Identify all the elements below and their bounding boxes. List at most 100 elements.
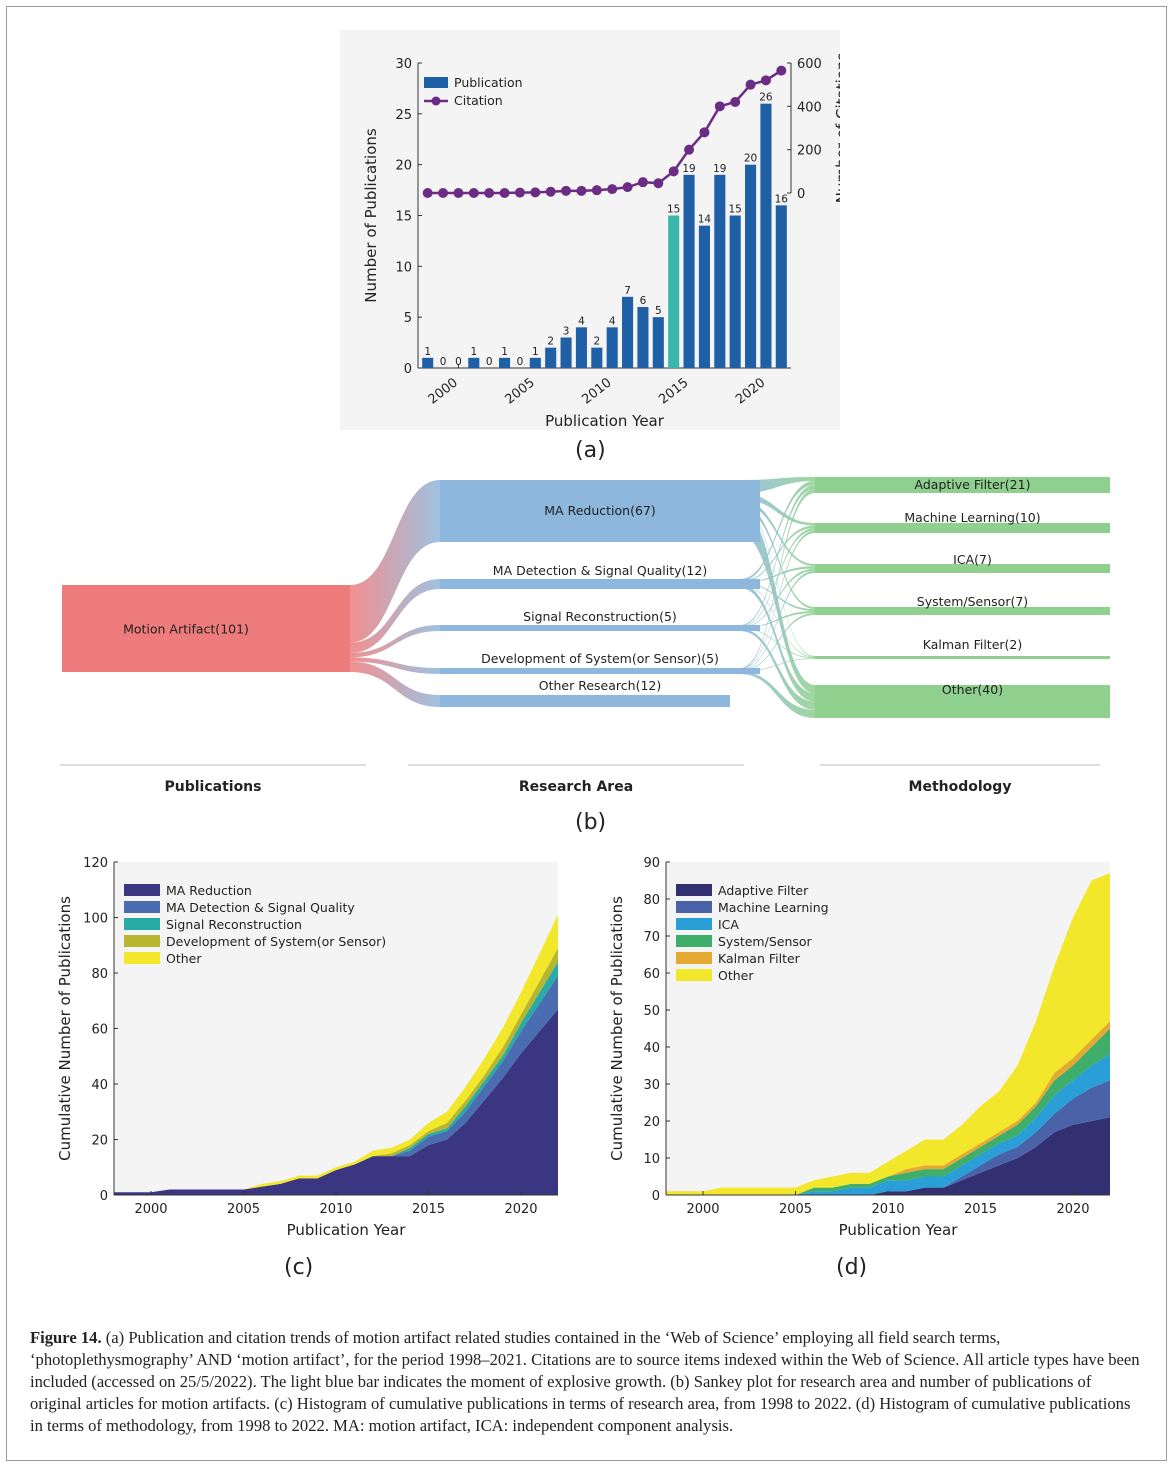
bar (760, 103, 772, 369)
sankey-flow-area-method (740, 525, 815, 583)
legend-swatch (676, 884, 712, 896)
figure-caption: Figure 14. (a) Publication and citation … (30, 1327, 1140, 1437)
x-tick-label: 2020 (504, 1202, 537, 1217)
citation-point (699, 127, 710, 138)
bar-value-label: 19 (682, 163, 695, 175)
legend-label-citation: Citation (454, 93, 503, 108)
sankey-node-label: Adaptive Filter(21) (915, 477, 1031, 492)
legend-label: Signal Reconstruction (166, 917, 302, 932)
bar (545, 347, 557, 368)
bar-value-label: 4 (578, 315, 585, 327)
sankey-node-label: Machine Learning(10) (904, 510, 1040, 525)
y-tick-label: 20 (91, 1134, 108, 1149)
sankey-flow-area-method (740, 530, 815, 670)
sankey-flow-area-method (740, 628, 815, 659)
y-tick-label: 20 (643, 1115, 660, 1130)
y-tick-label: 0 (652, 1189, 660, 1204)
sankey-node-label: MA Reduction(67) (544, 503, 655, 518)
citation-point (530, 187, 541, 198)
bar (622, 296, 634, 368)
citation-point (653, 178, 664, 189)
figure-frame (6, 6, 1167, 1461)
citation-point (545, 186, 556, 197)
bar (606, 327, 618, 368)
y-tick-label: 30 (395, 57, 412, 72)
bar-value-label: 1 (532, 346, 539, 358)
bar (652, 317, 664, 368)
y-tick-label: 30 (643, 1078, 660, 1093)
bar (775, 205, 787, 368)
bar (729, 215, 741, 368)
citation-point (637, 177, 648, 188)
caption-text: (a) Publication and citation trends of m… (30, 1328, 1140, 1435)
bar-value-label: 1 (470, 346, 477, 358)
y-axis-title: Cumulative Number of Publications (56, 896, 74, 1161)
legend-swatch-publication (424, 77, 448, 88)
sankey-node-method (815, 477, 1110, 493)
y2-tick-label: 400 (797, 100, 822, 115)
bar-value-label: 20 (744, 153, 757, 165)
citation-point (607, 184, 618, 195)
bar-value-label: 1 (501, 346, 508, 358)
panel-label-d: (d) (836, 1255, 868, 1280)
sankey-flow-area-method (740, 481, 815, 582)
legend-swatch (676, 952, 712, 964)
sankey-flow-area-method (740, 613, 815, 672)
legend-swatch (124, 918, 160, 930)
caption-label: Figure 14. (30, 1328, 102, 1347)
legend-swatch (124, 935, 160, 947)
citation-point (714, 101, 725, 112)
legend-swatch (676, 918, 712, 930)
sankey-flow-area-method (740, 528, 815, 627)
y-tick-label: 20 (395, 159, 412, 174)
x-tick-label: 2000 (686, 1202, 719, 1217)
y2-tick-label: 200 (797, 144, 822, 159)
chart-sankey: Motion Artifact(101) MA Reduction(67) MA D… (60, 477, 1110, 795)
sankey-node-label: System/Sensor(7) (917, 594, 1028, 609)
bar (745, 164, 757, 368)
x-tick-label: 2020 (1056, 1202, 1089, 1217)
bar (560, 337, 572, 368)
sankey-node-label: Other Research(12) (539, 678, 661, 693)
bar (422, 357, 434, 368)
y-axis-title: Cumulative Number of Publications (608, 896, 626, 1161)
citation-point (561, 185, 572, 196)
legend-label: Development of System(or Sensor) (166, 934, 386, 949)
bar-value-label: 0 (455, 356, 462, 368)
bar (529, 357, 541, 368)
y-tick-label: 40 (91, 1078, 108, 1093)
x-tick-label: 2005 (227, 1202, 260, 1217)
bar-value-label: 4 (609, 315, 616, 327)
y-tick-label: 70 (643, 930, 660, 945)
sankey-flow-area-method (740, 508, 815, 657)
sankey-node-label: Development of System(or Sensor)(5) (481, 651, 719, 666)
sankey-flow-area-method (740, 570, 815, 671)
citation-point (499, 188, 510, 198)
y2-axis-title: Number of Citations (833, 53, 840, 204)
citation-point (668, 166, 679, 177)
x-axis-title: Publication Year (545, 412, 665, 430)
sankey-flow-area-method (740, 671, 815, 718)
citation-point (684, 144, 695, 155)
sankey-node-area (440, 625, 760, 631)
legend-swatch (676, 935, 712, 947)
bar (499, 357, 511, 368)
bar-value-label: 3 (563, 326, 570, 338)
panel-label-a: (a) (575, 438, 606, 463)
x-tick-label: 2000 (134, 1202, 167, 1217)
bar (668, 215, 680, 368)
sankey-node-area (440, 579, 760, 589)
y-tick-label: 50 (643, 1004, 660, 1019)
citation-point (745, 79, 756, 90)
x-tick-label: 2015 (964, 1202, 997, 1217)
legend-swatch (124, 884, 160, 896)
sankey-column-header: Research Area (519, 779, 633, 795)
y-tick-label: 40 (643, 1041, 660, 1056)
y-tick-label: 90 (643, 856, 660, 871)
legend-swatch (124, 901, 160, 913)
bar-value-label: 0 (517, 356, 524, 368)
y-tick-label: 10 (643, 1152, 660, 1167)
sankey-flow-area-method (740, 566, 815, 583)
area-series (666, 1117, 1110, 1195)
citation-point (468, 188, 479, 198)
